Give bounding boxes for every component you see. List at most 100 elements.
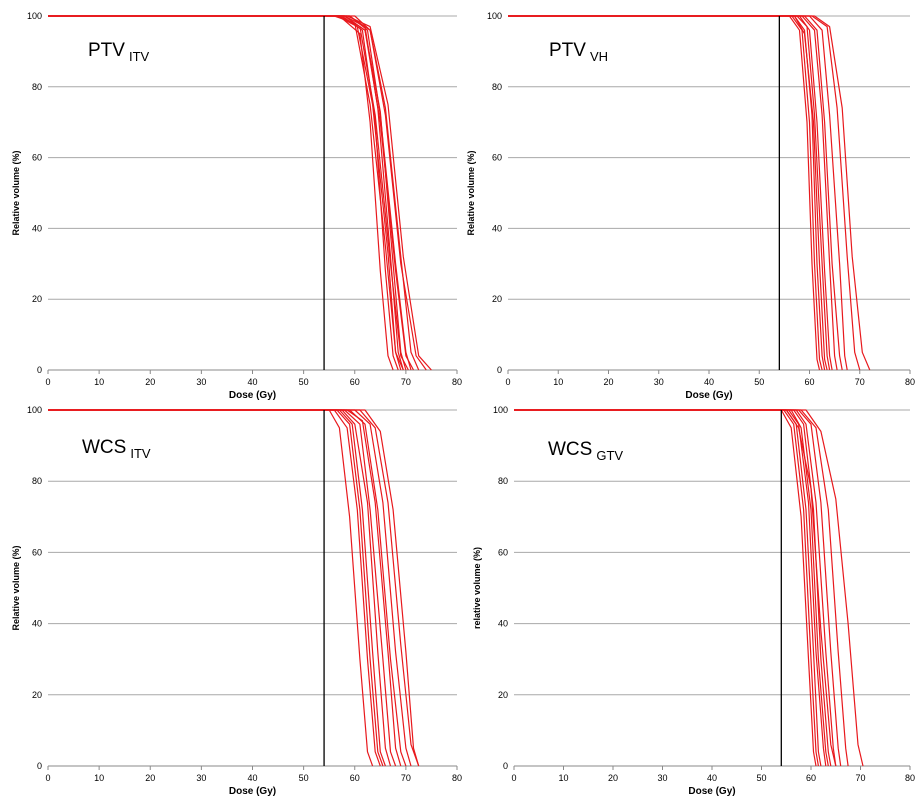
x-tick-label: 20 xyxy=(145,377,155,387)
dvh-curve xyxy=(48,16,398,370)
y-tick-label: 60 xyxy=(32,547,42,557)
dvh-curve xyxy=(48,410,406,766)
dvh-curve xyxy=(514,410,831,766)
x-tick-label: 40 xyxy=(704,377,714,387)
y-tick-label: 40 xyxy=(492,223,502,233)
dvh-curve xyxy=(48,16,403,370)
x-tick-label: 70 xyxy=(855,377,865,387)
panel-title: PTV ITV xyxy=(88,40,150,64)
x-axis-label: Dose (Gy) xyxy=(229,390,276,401)
panel-title-main: PTV xyxy=(88,40,125,61)
x-tick-label: 20 xyxy=(145,773,155,783)
y-tick-label: 80 xyxy=(498,476,508,486)
x-tick-label: 0 xyxy=(45,773,50,783)
x-tick-label: 0 xyxy=(505,377,510,387)
dvh-curve xyxy=(514,410,836,766)
x-tick-label: 40 xyxy=(247,773,257,783)
dvh-curve xyxy=(48,410,385,766)
panel-title: WCS GTV xyxy=(548,439,623,463)
x-tick-label: 70 xyxy=(855,773,865,783)
x-tick-label: 50 xyxy=(756,773,766,783)
y-axis-label: Relative volume (%) xyxy=(11,150,21,235)
chart-panel: 0 20 40 60 80 100 0 10 20 30 40 50 60 70 80 Dose (Gy) re… xyxy=(472,405,915,797)
x-tick-label: 10 xyxy=(94,773,104,783)
dvh-curve xyxy=(48,16,406,370)
y-tick-label: 0 xyxy=(37,761,42,771)
x-tick-label: 60 xyxy=(806,773,816,783)
x-tick-label: 60 xyxy=(350,773,360,783)
dvh-curve xyxy=(48,16,426,370)
x-tick-label: 70 xyxy=(401,773,411,783)
dvh-curve xyxy=(48,410,401,766)
x-axis-label: Dose (Gy) xyxy=(688,786,735,797)
dvh-curve xyxy=(48,410,391,766)
dvh-curve xyxy=(514,410,816,766)
dvh-curve xyxy=(514,410,826,766)
x-tick-label: 60 xyxy=(804,377,814,387)
dvh-curve xyxy=(514,410,836,766)
y-tick-label: 20 xyxy=(32,690,42,700)
panel-title: PTV VH xyxy=(549,40,608,64)
dvh-curve xyxy=(508,16,830,370)
x-tick-label: 80 xyxy=(452,773,462,783)
y-tick-label: 100 xyxy=(487,11,502,21)
x-tick-label: 70 xyxy=(401,377,411,387)
dvh-curve xyxy=(48,16,411,370)
x-tick-label: 80 xyxy=(905,377,915,387)
panel-title-subscript: VH xyxy=(590,49,608,64)
y-tick-label: 60 xyxy=(32,153,42,163)
dvh-curve xyxy=(508,16,837,370)
dvh-curve xyxy=(48,410,383,766)
panel-title-main: WCS xyxy=(548,439,592,460)
dvh-curve xyxy=(508,16,847,370)
y-tick-label: 80 xyxy=(32,82,42,92)
x-tick-label: 30 xyxy=(196,377,206,387)
x-axis-label: Dose (Gy) xyxy=(229,786,276,797)
chart-panel: 0 20 40 60 80 100 0 10 20 30 40 50 60 70 80 Dose (Gy) Re… xyxy=(11,405,462,797)
dvh-curve xyxy=(514,410,821,766)
y-tick-label: 60 xyxy=(498,547,508,557)
y-tick-label: 100 xyxy=(493,405,508,415)
chart-panel: 0 20 40 60 80 100 0 10 20 30 40 50 60 70 80 Dose (Gy) Re… xyxy=(466,11,915,401)
x-axis-label: Dose (Gy) xyxy=(685,390,732,401)
x-tick-label: 10 xyxy=(94,377,104,387)
dvh-curve xyxy=(48,16,393,370)
dvh-curve xyxy=(508,16,825,370)
x-tick-label: 20 xyxy=(603,377,613,387)
x-tick-label: 30 xyxy=(654,377,664,387)
x-tick-label: 10 xyxy=(558,773,568,783)
dvh-curve xyxy=(514,410,818,766)
dvh-curve xyxy=(48,16,403,370)
dvh-curve xyxy=(508,16,842,370)
y-tick-label: 40 xyxy=(32,619,42,629)
x-tick-label: 0 xyxy=(45,377,50,387)
x-tick-label: 0 xyxy=(511,773,516,783)
x-tick-label: 30 xyxy=(196,773,206,783)
dvh-curve xyxy=(508,16,820,370)
panel-title-main: PTV xyxy=(549,40,586,61)
x-tick-label: 40 xyxy=(707,773,717,783)
y-tick-label: 100 xyxy=(27,11,42,21)
y-tick-label: 0 xyxy=(497,365,502,375)
x-tick-label: 60 xyxy=(350,377,360,387)
y-tick-label: 100 xyxy=(27,405,42,415)
y-tick-label: 40 xyxy=(498,619,508,629)
dvh-curve xyxy=(508,16,860,370)
panel-title-subscript: ITV xyxy=(130,446,151,461)
dvh-curve xyxy=(48,410,380,766)
x-tick-label: 50 xyxy=(754,377,764,387)
x-tick-label: 10 xyxy=(553,377,563,387)
dvh-curve xyxy=(48,16,401,370)
chart-panel: 0 20 40 60 80 100 0 10 20 30 40 50 60 70 80 Dose (Gy) Re… xyxy=(11,11,462,401)
y-tick-label: 20 xyxy=(498,690,508,700)
dvh-curve xyxy=(508,16,832,370)
y-tick-label: 20 xyxy=(492,294,502,304)
dvh-curve xyxy=(508,16,822,370)
dvh-curve xyxy=(514,410,841,766)
x-tick-label: 50 xyxy=(299,377,309,387)
y-tick-label: 40 xyxy=(32,223,42,233)
y-axis-label: Relative volume (%) xyxy=(11,545,21,630)
y-tick-label: 0 xyxy=(37,365,42,375)
panel-title-subscript: GTV xyxy=(596,448,623,463)
